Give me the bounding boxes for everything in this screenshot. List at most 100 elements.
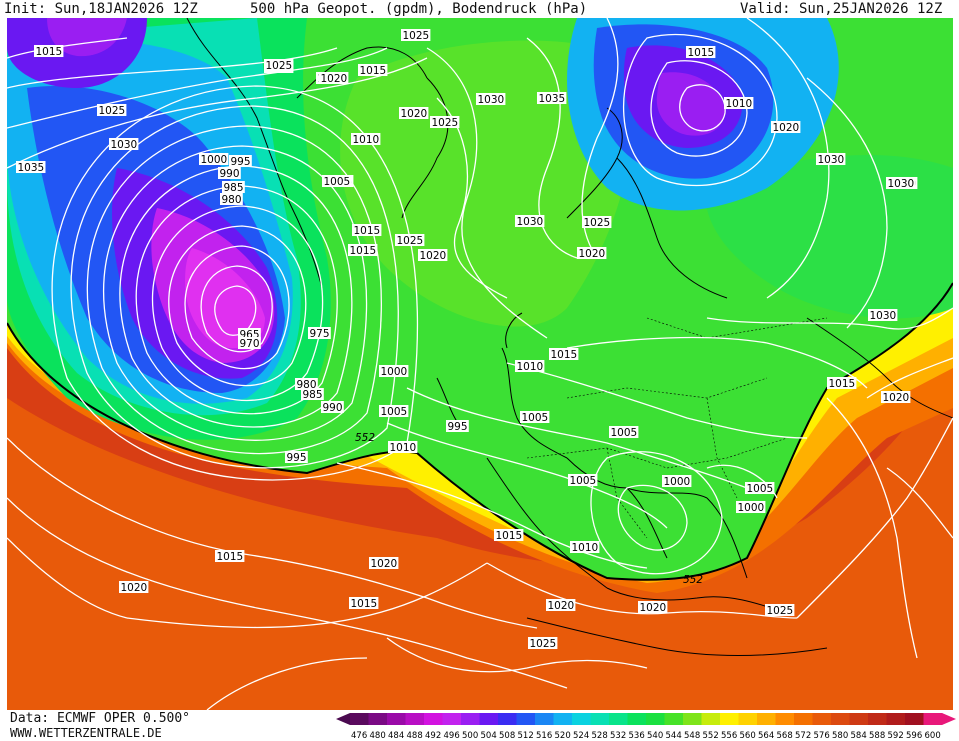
svg-text:975: 975 bbox=[310, 328, 330, 340]
legend-swatch bbox=[405, 713, 425, 725]
svg-text:1030: 1030 bbox=[111, 139, 138, 151]
svg-text:990: 990 bbox=[220, 168, 240, 180]
svg-text:1010: 1010 bbox=[353, 134, 380, 146]
isobar-label: 1005 bbox=[609, 426, 639, 439]
isobar-label: 1020 bbox=[399, 107, 429, 120]
legend-value: 584 bbox=[851, 731, 867, 740]
legend-value: 592 bbox=[888, 731, 904, 740]
legend-swatch bbox=[683, 713, 702, 725]
svg-text:1015: 1015 bbox=[354, 225, 381, 237]
geopotential-label: 552 bbox=[355, 432, 375, 444]
isobar-label: 1020 bbox=[369, 557, 399, 570]
svg-text:1025: 1025 bbox=[530, 638, 557, 650]
geopotential-labels: 552 552 bbox=[355, 432, 703, 586]
svg-text:1030: 1030 bbox=[478, 94, 505, 106]
isobar-label: 970 bbox=[238, 337, 261, 350]
legend-value: 532 bbox=[610, 731, 626, 740]
legend-value: 564 bbox=[758, 731, 774, 740]
isobar-label: 995 bbox=[229, 155, 252, 168]
svg-text:1005: 1005 bbox=[611, 427, 638, 439]
header-bar: Init: Sun,18JAN2026 12Z 500 hPa Geopot. … bbox=[0, 0, 959, 20]
isobar-label: 1020 bbox=[881, 391, 911, 404]
legend-swatch bbox=[498, 713, 517, 725]
svg-text:995: 995 bbox=[231, 156, 251, 168]
isobar-label: 1020 bbox=[119, 581, 149, 594]
svg-text:1020: 1020 bbox=[883, 392, 910, 404]
legend-swatch bbox=[516, 713, 536, 725]
isobar-label: 1025 bbox=[528, 637, 558, 650]
legend-value: 600 bbox=[925, 731, 941, 740]
legend-swatch bbox=[720, 713, 739, 725]
legend-value: 552 bbox=[703, 731, 719, 740]
legend-value: 488 bbox=[407, 731, 423, 740]
isobars bbox=[7, 18, 953, 710]
svg-text:1025: 1025 bbox=[432, 117, 459, 129]
legend-value: 476 bbox=[351, 731, 367, 740]
svg-text:1010: 1010 bbox=[572, 542, 599, 554]
isobar-label: 1010 bbox=[351, 133, 381, 146]
isobar-label: 1025 bbox=[582, 216, 612, 229]
legend-value: 484 bbox=[388, 731, 404, 740]
isobar-label: 1020 bbox=[319, 72, 349, 85]
field-500-ne bbox=[656, 72, 725, 136]
legend-swatch bbox=[442, 713, 462, 725]
legend-swatch bbox=[461, 713, 480, 725]
legend-value: 536 bbox=[629, 731, 645, 740]
isobar-label: 1015 bbox=[549, 348, 579, 361]
legend-swatch bbox=[424, 713, 443, 725]
isobar-label: 985 bbox=[222, 181, 245, 194]
svg-text:1015: 1015 bbox=[350, 245, 377, 257]
svg-text:1015: 1015 bbox=[496, 530, 523, 542]
svg-text:1020: 1020 bbox=[548, 600, 575, 612]
legend-value: 580 bbox=[832, 731, 848, 740]
isobar-label: 1000 bbox=[379, 365, 409, 378]
field-584 bbox=[7, 348, 953, 710]
geopotential-label: 552 bbox=[683, 574, 703, 586]
svg-text:1025: 1025 bbox=[584, 217, 611, 229]
borders bbox=[526, 317, 828, 539]
legend-swatch bbox=[368, 713, 388, 725]
svg-text:970: 970 bbox=[240, 338, 260, 350]
isobar-label: 1015 bbox=[349, 597, 379, 610]
isobar-label: 1005 bbox=[379, 405, 409, 418]
legend-swatch bbox=[479, 713, 499, 725]
contour-552 bbox=[7, 282, 953, 581]
isobar-label: 1015 bbox=[358, 64, 388, 77]
svg-text:1035: 1035 bbox=[18, 162, 45, 174]
weather-map: 1015 1025 1020 1015 1025 1035 1020 1015 1010 1020… bbox=[7, 18, 953, 710]
svg-text:1025: 1025 bbox=[403, 30, 430, 42]
legend-value: 500 bbox=[462, 731, 478, 740]
legend-swatch bbox=[886, 713, 906, 725]
legend-value: 480 bbox=[370, 731, 386, 740]
legend-value: 548 bbox=[684, 731, 700, 740]
svg-text:1025: 1025 bbox=[266, 60, 293, 72]
legend-value: 596 bbox=[906, 731, 922, 740]
legend-swatch bbox=[757, 713, 776, 725]
legend-value: 516 bbox=[536, 731, 552, 740]
legend-swatch bbox=[664, 713, 684, 725]
svg-text:1030: 1030 bbox=[870, 310, 897, 322]
svg-text:1015: 1015 bbox=[551, 349, 578, 361]
isobar-label: 1005 bbox=[568, 474, 598, 487]
legend-swatch bbox=[923, 713, 943, 725]
isobar-label: 1015 bbox=[348, 244, 378, 257]
isobar-label: 1005 bbox=[322, 175, 352, 188]
svg-text:1035: 1035 bbox=[539, 93, 566, 105]
isobar-label: 1025 bbox=[430, 116, 460, 129]
legend-swatch bbox=[350, 713, 369, 725]
legend-swatch bbox=[590, 713, 610, 725]
svg-text:1005: 1005 bbox=[747, 483, 774, 495]
legend-swatch bbox=[794, 713, 813, 725]
svg-text:1005: 1005 bbox=[324, 176, 351, 188]
isobar-label: 1010 bbox=[570, 541, 600, 554]
svg-text:1025: 1025 bbox=[99, 105, 126, 117]
isobar-label: 1030 bbox=[886, 177, 916, 190]
legend-swatch bbox=[905, 713, 924, 725]
isobar-label: 1025 bbox=[395, 234, 425, 247]
svg-text:995: 995 bbox=[287, 452, 307, 464]
legend-swatch bbox=[812, 713, 832, 725]
svg-text:1015: 1015 bbox=[829, 378, 856, 390]
isobar-label: 1030 bbox=[476, 93, 506, 106]
legend-value: 492 bbox=[425, 731, 441, 740]
svg-text:990: 990 bbox=[323, 402, 343, 414]
